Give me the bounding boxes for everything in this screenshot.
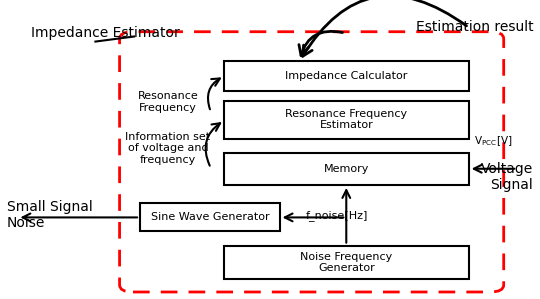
Text: Noise Frequency
Generator: Noise Frequency Generator: [300, 252, 393, 273]
Bar: [140, 203, 280, 231]
FancyBboxPatch shape: [119, 32, 504, 292]
Text: Estimation result: Estimation result: [416, 20, 533, 34]
Text: Impedance Calculator: Impedance Calculator: [285, 71, 408, 81]
Text: Small Signal
Noise: Small Signal Noise: [7, 199, 92, 230]
Text: Impedance Estimator: Impedance Estimator: [31, 26, 180, 40]
Text: Voltage
Signal: Voltage Signal: [481, 161, 533, 192]
Text: Resonance
Frequency: Resonance Frequency: [138, 91, 198, 113]
Text: V$_{\rm PCC}$[V]: V$_{\rm PCC}$[V]: [474, 135, 512, 149]
Text: Information set
of voltage and
frequency: Information set of voltage and frequency: [125, 132, 211, 165]
Text: Resonance Frequency
Estimator: Resonance Frequency Estimator: [286, 109, 408, 130]
Bar: [224, 153, 469, 185]
Bar: [224, 61, 469, 91]
Text: Memory: Memory: [324, 164, 369, 174]
Text: Sine Wave Generator: Sine Wave Generator: [151, 212, 269, 222]
Bar: [224, 101, 469, 139]
Text: f_noise[Hz]: f_noise[Hz]: [306, 210, 368, 221]
Bar: [224, 245, 469, 279]
